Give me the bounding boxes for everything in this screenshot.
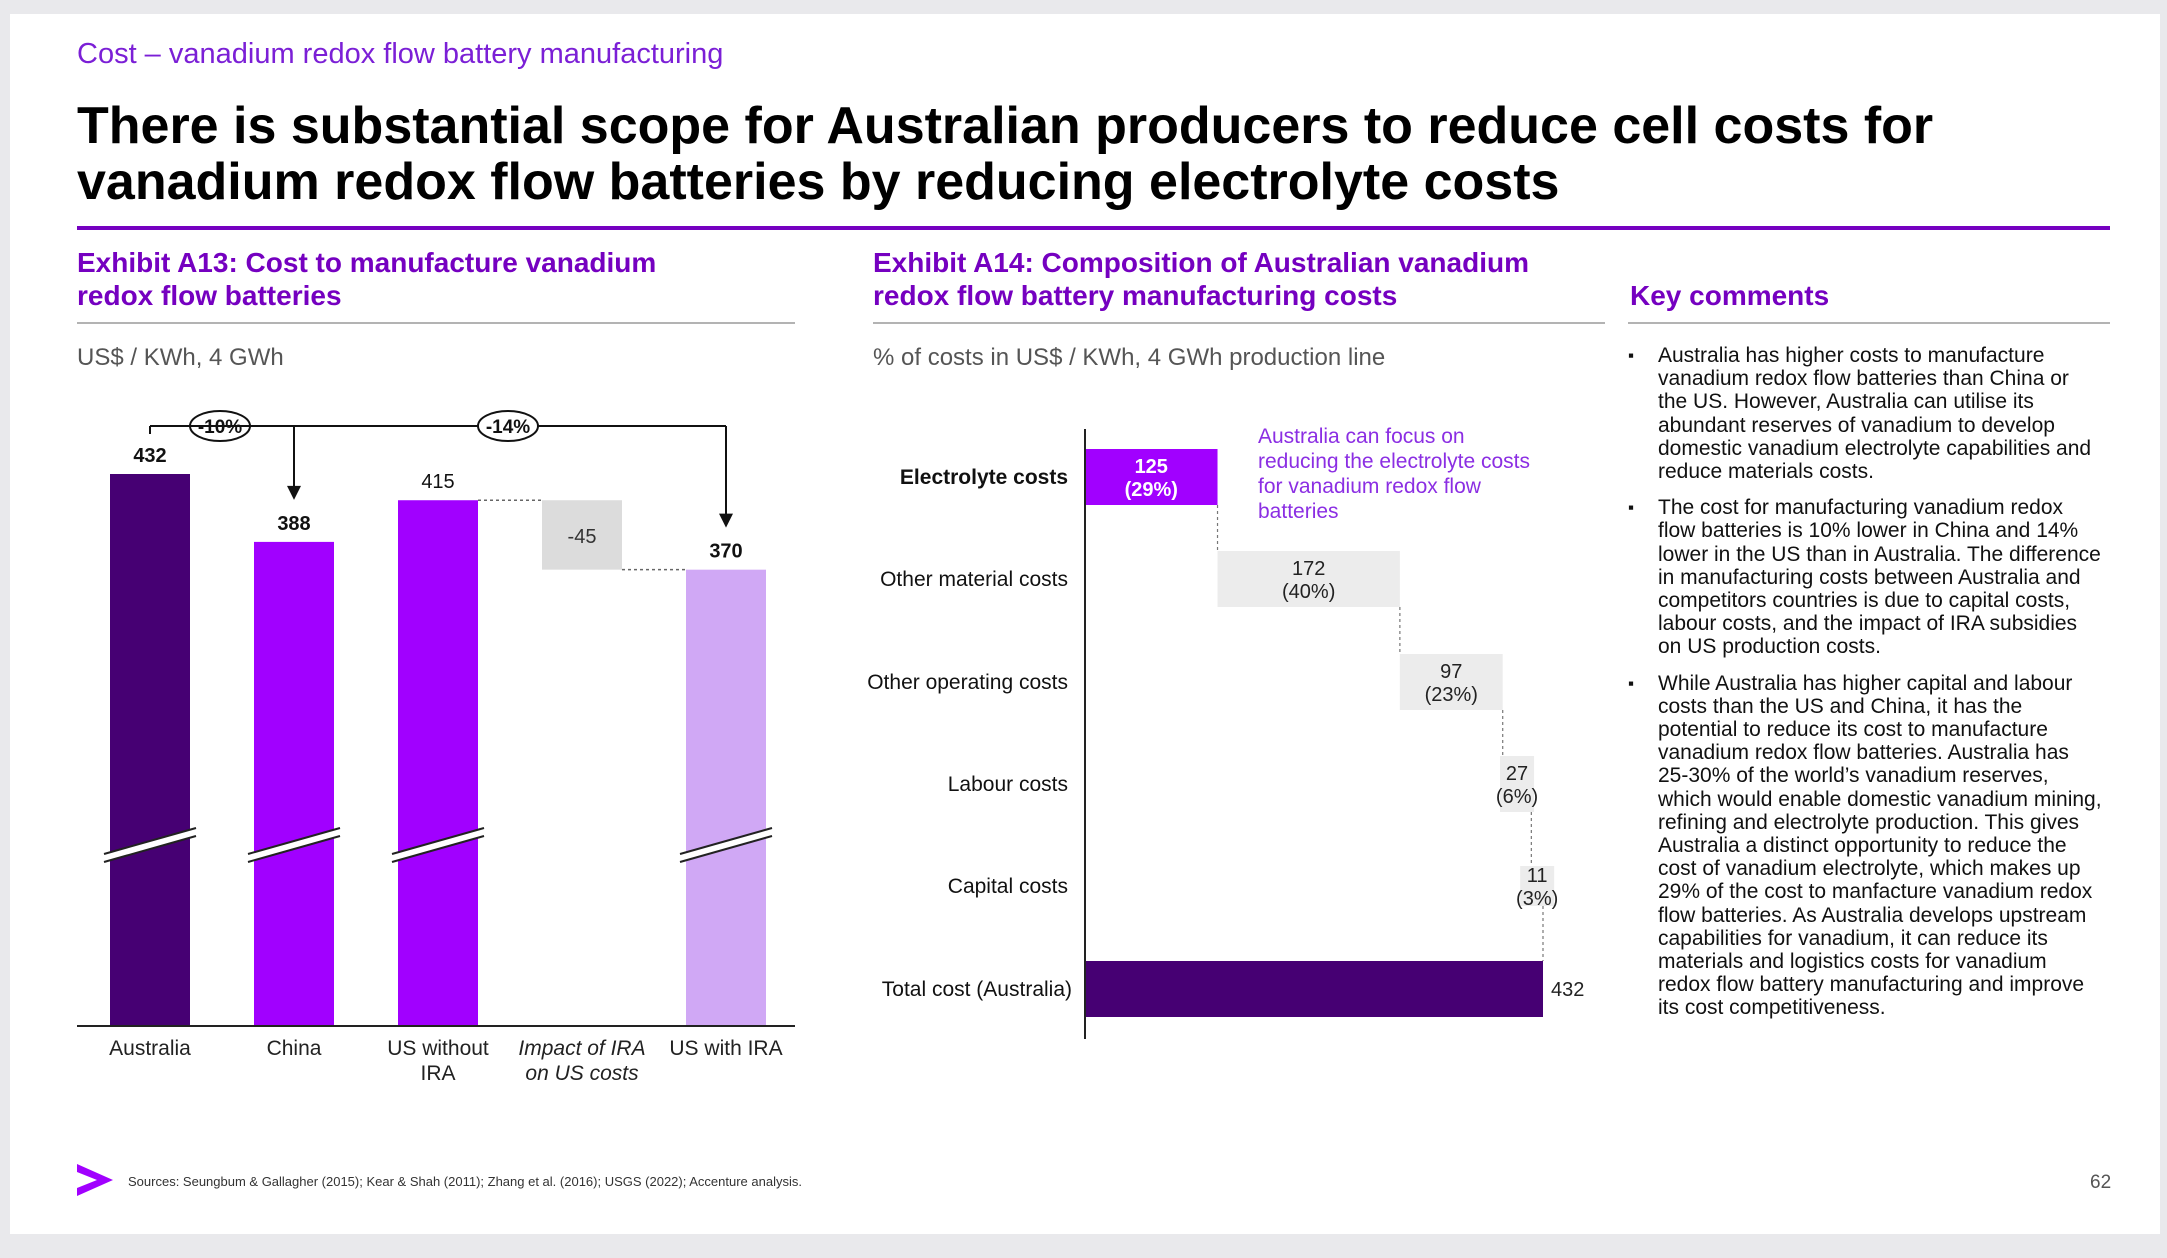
page-number: 62 — [2090, 1172, 2112, 1193]
bar-percent-label: (23%) — [1425, 684, 1478, 706]
bar-other-operating-costs — [1399, 654, 1503, 710]
axis-break-line — [391, 827, 485, 855]
exhibit-a14-subtitle: % of costs in US$ / KWh, 4 GWh productio… — [873, 344, 1386, 371]
bar-total-cost-australia — [1085, 961, 1543, 1017]
page-title: There is substantial scope for Australia… — [77, 97, 1934, 211]
bar-value-label: 415 — [421, 471, 454, 493]
bar-value-label: 388 — [277, 513, 310, 535]
category-label-us-with-ira: US with IRA — [669, 1037, 782, 1060]
comparison-arrowhead — [719, 513, 733, 528]
axis-break-line — [679, 835, 773, 863]
key-comment-item: The cost for manufacturing vanadium redo… — [1628, 496, 2102, 658]
accenture-logo-icon — [77, 1164, 113, 1196]
bar-value-label: 172 — [1292, 558, 1325, 580]
exhibit-a14-title: Exhibit A14: Composition of Australian v… — [873, 247, 1529, 311]
exhibit-a13-chart: 432 388 415 -45 370 Australia China US without I… — [77, 410, 795, 1085]
bar-value-label: 97 — [1440, 661, 1462, 683]
exhibit-a14-chart: Electrolyte costs 125(29%) Other material … — [867, 429, 1584, 1039]
category-label-australia: Australia — [109, 1037, 191, 1060]
exhibit-a14-divider — [873, 322, 1605, 324]
bar-value-label: -45 — [568, 526, 597, 548]
comparison-label: -14% — [486, 417, 530, 438]
bar-capital-costs — [1520, 866, 1555, 906]
bar-us-with-ira — [686, 569, 766, 1026]
category-label-impact-of-ira-on-us-costs: Impact of IRA on US costs — [518, 1037, 645, 1085]
axis-break-line — [103, 835, 197, 863]
bar-value-label: 125 — [1135, 456, 1168, 478]
bar-impact-of-ira-on-us-costs — [542, 500, 622, 570]
axis-break-gap — [104, 828, 196, 862]
exhibit-a13-subtitle: US$ / KWh, 4 GWh — [77, 344, 284, 371]
exhibit-a13-title: Exhibit A13: Cost to manufacture vanadiu… — [77, 247, 657, 311]
bar-percent-label: (29%) — [1125, 479, 1178, 501]
key-comments-list: Australia has higher costs to manufactur… — [1628, 344, 2102, 1033]
bar-value-label: 27 — [1506, 763, 1528, 785]
bar-percent-label: (3%) — [1516, 888, 1558, 910]
bar-percent-label: (6%) — [1496, 786, 1538, 808]
axis-break-line — [103, 827, 197, 855]
bar-labour-costs — [1500, 756, 1535, 812]
bar-electrolyte-costs — [1085, 449, 1218, 505]
axis-break-gap — [680, 828, 772, 862]
key-comment-item: While Australia has higher capital and l… — [1628, 672, 2102, 1020]
bar-percent-label: (40%) — [1282, 581, 1335, 603]
exhibit-a13-divider — [77, 322, 795, 324]
category-label-other-operating-costs: Other operating costs — [867, 671, 1068, 694]
bar-value-label: 432 — [1551, 979, 1584, 1001]
bar-value-label: 370 — [709, 541, 742, 563]
bar-value-label: 432 — [133, 445, 166, 467]
category-label-other-material-costs: Other material costs — [880, 568, 1068, 591]
sources-note: Sources: Seungbum & Gallagher (2015); Ke… — [128, 1174, 802, 1189]
key-comments-title: Key comments — [1630, 280, 1830, 311]
bar-us-without-ira — [398, 500, 478, 1026]
comparison-arrowhead — [287, 485, 301, 500]
key-comment-item: Australia has higher costs to manufactur… — [1628, 344, 2102, 483]
axis-break-line — [391, 835, 485, 863]
axis-break-line — [247, 827, 341, 855]
charts-canvas: 432 388 415 -45 370 Australia China US without I… — [77, 410, 1584, 1085]
axis-break-line — [247, 835, 341, 863]
key-comments-divider — [1628, 322, 2110, 324]
category-label-capital-costs: Capital costs — [948, 875, 1068, 898]
slide: Cost – vanadium redox flow battery manuf… — [10, 14, 2160, 1234]
bar-china — [254, 541, 334, 1026]
axis-break-line — [679, 827, 773, 855]
axis-break-gap — [392, 828, 484, 862]
axis-break-gap — [248, 828, 340, 862]
category-label-electrolyte-costs: Electrolyte costs — [900, 466, 1068, 489]
title-divider — [77, 226, 2110, 230]
comparison-label: -10% — [198, 417, 242, 438]
category-label-total-cost-australia: Total cost (Australia) — [882, 978, 1072, 1001]
bar-australia — [110, 474, 190, 1026]
category-label-china: China — [267, 1037, 322, 1060]
electrolyte-annotation: Australia can focus on reducing the elec… — [1258, 425, 1530, 523]
bar-other-material-costs — [1217, 551, 1400, 607]
category-label-labour-costs: Labour costs — [948, 773, 1068, 796]
category-label-us-without-ira: US without IRA — [387, 1037, 489, 1085]
comparison-badge — [477, 410, 539, 442]
section-eyebrow: Cost – vanadium redox flow battery manuf… — [77, 38, 724, 70]
bar-value-label: 11 — [1527, 865, 1548, 887]
